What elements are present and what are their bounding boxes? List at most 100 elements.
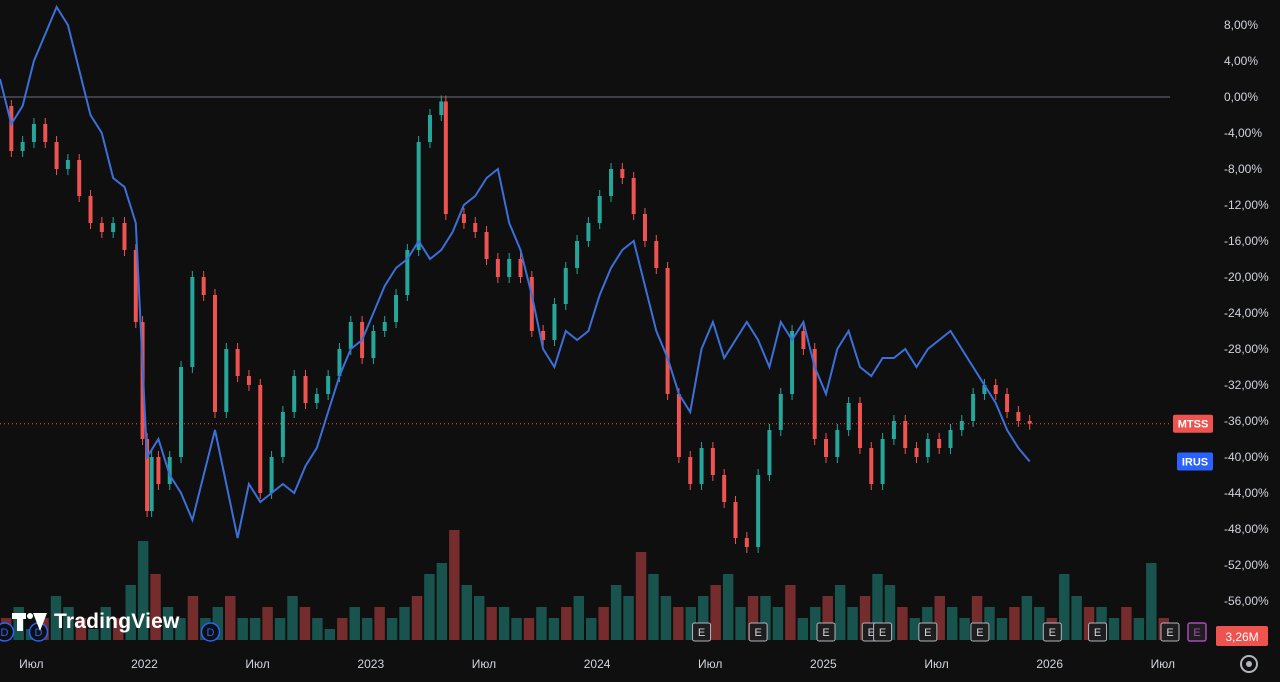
volume-bar [561, 607, 572, 640]
volume-label-bg [1216, 626, 1268, 646]
x-tick-label: Июл [924, 657, 948, 671]
volume-bar [411, 596, 423, 640]
y-tick-label: -4,00% [1224, 126, 1262, 140]
earnings-marker-label: E [1166, 627, 1173, 639]
candle-body [326, 376, 331, 394]
volume-bar [1071, 596, 1082, 640]
gear-icon[interactable] [1240, 655, 1258, 673]
volume-bar [772, 607, 784, 640]
volume-bar [361, 618, 373, 640]
candle-body [586, 223, 591, 241]
series-line-irus [0, 4, 1031, 539]
volume-bar [984, 607, 995, 640]
volume-bar [274, 618, 286, 640]
earnings-marker-label: E [924, 627, 931, 639]
volume-bar [971, 596, 983, 640]
y-tick-label: -8,00% [1224, 162, 1262, 176]
volume-bar [125, 585, 136, 640]
candle-body [495, 259, 500, 277]
volume-bar [436, 563, 448, 640]
earnings-marker-label: E [879, 627, 886, 639]
candle-body [43, 124, 48, 142]
volume-bar [610, 585, 622, 640]
volume-bar [187, 596, 199, 640]
volume-bar [137, 541, 149, 640]
volume-bar [150, 574, 161, 640]
candle-body [722, 475, 727, 502]
candle-body [149, 457, 154, 511]
volume-bar [897, 607, 908, 640]
earnings-marker [918, 622, 938, 642]
tradingview-logo-icon [12, 610, 48, 634]
logo-text: TradingView [54, 610, 180, 633]
y-tick-label: -48,00% [1224, 522, 1269, 536]
y-tick-label: 4,00% [1224, 54, 1258, 68]
volume-bar [872, 574, 883, 640]
candle-body [348, 322, 353, 349]
candle-body [77, 160, 82, 196]
volume-bar [536, 607, 547, 640]
volume-bar [212, 607, 224, 640]
candle-body [959, 421, 964, 430]
volume-bar [113, 618, 124, 640]
candle-body [439, 101, 444, 115]
volume-bar [946, 607, 958, 640]
candle-body [642, 214, 647, 241]
candle-body [541, 331, 546, 340]
y-tick-label: -28,00% [1224, 342, 1269, 356]
volume-bar [797, 618, 809, 640]
candle-body [857, 403, 862, 448]
earnings-marker [873, 622, 893, 642]
y-tick-label: -56,00% [1224, 594, 1269, 608]
candle-body [869, 448, 874, 484]
candle-body [835, 430, 840, 457]
volume-bar [461, 585, 472, 640]
volume-bar [1146, 563, 1157, 640]
volume-bar [1021, 596, 1033, 640]
candle-body [394, 295, 399, 322]
volume-bar [75, 618, 87, 640]
volume-bar [934, 596, 945, 640]
candle-body [416, 142, 421, 250]
volume-bar [959, 618, 970, 640]
candle-body [292, 376, 297, 412]
volume-bar [648, 574, 659, 640]
dividend-marker [0, 622, 15, 642]
volume-bar [50, 596, 62, 640]
earnings-marker-label: E [976, 627, 983, 639]
earnings-marker-label: E [822, 627, 829, 639]
volume-bar [337, 618, 348, 640]
y-tick-label: -44,00% [1224, 486, 1269, 500]
y-tick-label: -24,00% [1224, 306, 1269, 320]
candle-body [676, 394, 681, 457]
x-tick-label: 2022 [131, 657, 158, 671]
candle-body [280, 412, 285, 457]
mtss-label-bg [1173, 414, 1213, 433]
volume-bar [847, 607, 858, 640]
y-tick-label: -32,00% [1224, 378, 1269, 392]
candle-body [235, 349, 240, 376]
irus-label-bg [1177, 452, 1213, 471]
candle-body [1027, 421, 1032, 424]
x-tick-label: Июл [19, 657, 43, 671]
candle-body [156, 457, 161, 484]
earnings-marker [748, 622, 768, 642]
candle-body [179, 367, 184, 457]
volume-bar [262, 607, 273, 640]
irus-label: IRUS [1182, 457, 1208, 469]
candle-body [269, 457, 274, 493]
volume-bar [722, 574, 734, 640]
dividend-marker-label: D [1, 627, 9, 639]
candle-body [99, 223, 104, 232]
volume-bar [237, 618, 248, 640]
earnings-marker [1042, 622, 1062, 642]
candle-body [190, 277, 195, 367]
candle-body [620, 169, 625, 178]
volume-bar [884, 585, 896, 640]
volume-bar [63, 607, 74, 640]
volume-bar [498, 607, 510, 640]
earnings-marker-label: E [1094, 627, 1101, 639]
candle-body [111, 223, 116, 232]
